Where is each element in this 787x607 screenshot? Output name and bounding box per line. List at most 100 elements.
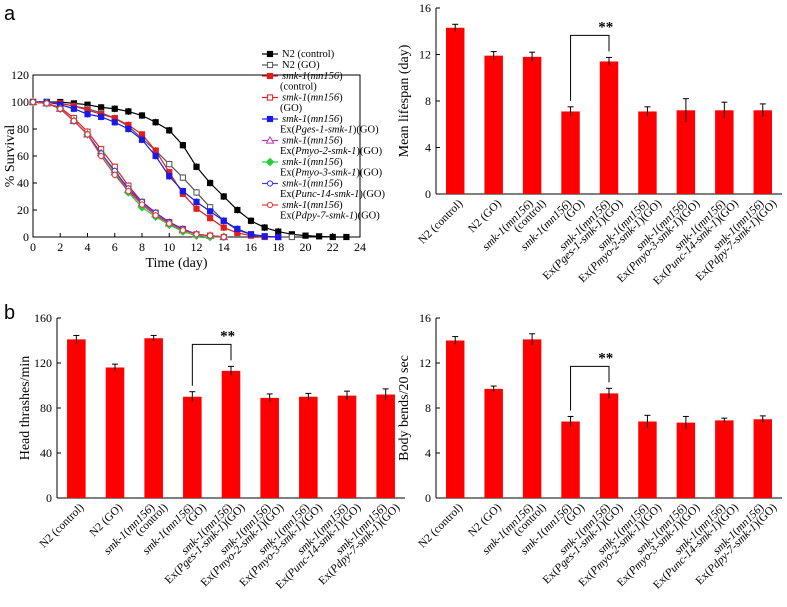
legend-label: N2 (control) xyxy=(282,49,335,60)
data-point xyxy=(152,119,159,126)
legend-marker xyxy=(265,157,275,167)
data-point xyxy=(152,147,159,154)
y-tick-label: 40 xyxy=(17,176,29,190)
bracket-line xyxy=(570,365,610,411)
bar xyxy=(522,56,542,195)
y-tick-label: 40 xyxy=(40,446,52,460)
legend-item: smk-1(mn156)(GO) xyxy=(262,93,343,114)
legend: N2 (control)N2 (GO)smk-1(mn156)(control)… xyxy=(262,49,385,222)
bar xyxy=(599,61,619,194)
y-tick-label: 12 xyxy=(419,356,431,370)
bar xyxy=(484,55,503,194)
data-point xyxy=(179,188,186,195)
data-point xyxy=(275,228,282,235)
panel-letter-b: b xyxy=(4,302,15,324)
data-point xyxy=(329,233,336,241)
x-tick-label: 8 xyxy=(139,240,145,254)
y-tick-label: 80 xyxy=(17,122,29,136)
bracket-line xyxy=(191,343,232,386)
y-tick-label: 120 xyxy=(11,68,29,82)
bar xyxy=(753,419,773,498)
x-tick-label: 2 xyxy=(57,240,63,254)
x-tick-label: 10 xyxy=(163,240,175,254)
bracket-line xyxy=(570,34,610,101)
data-point xyxy=(152,212,159,219)
data-point xyxy=(207,208,214,215)
y-tick-label: 100 xyxy=(11,95,29,109)
data-point xyxy=(234,225,241,233)
data-point xyxy=(288,233,295,241)
panel-letter-a: a xyxy=(4,3,16,25)
data-point xyxy=(193,163,200,170)
legend-marker xyxy=(266,180,274,187)
bar xyxy=(522,339,542,498)
y-axis-label: Body bends/20 sec xyxy=(397,355,412,461)
data-point xyxy=(29,98,37,106)
significance-label: ** xyxy=(598,350,613,366)
data-point xyxy=(261,233,268,240)
y-axis-label: Head thrashes/min xyxy=(18,356,33,461)
y-axis-label: Mean lifespan (day) xyxy=(397,44,412,157)
y-tick-label: 20 xyxy=(17,203,29,217)
x-category-label: N2 (control) xyxy=(416,502,465,551)
bar xyxy=(676,422,696,498)
bar xyxy=(67,339,86,498)
data-point xyxy=(193,189,200,196)
bar xyxy=(715,110,734,194)
y-tick-label: 8 xyxy=(425,94,431,108)
data-point xyxy=(261,224,268,231)
legend-label: (control) xyxy=(280,82,317,93)
data-point xyxy=(179,227,186,234)
legend-marker xyxy=(266,72,274,80)
bar xyxy=(638,111,657,194)
data-point xyxy=(166,161,173,168)
x-tick-label: 0 xyxy=(30,240,36,254)
data-point xyxy=(166,220,173,227)
significance-bracket: ** xyxy=(570,19,613,101)
bar xyxy=(260,397,279,498)
data-point xyxy=(207,232,214,239)
bar xyxy=(445,340,465,498)
bar xyxy=(299,396,318,498)
data-point xyxy=(247,231,255,238)
legend-label: smk-1(mn156) xyxy=(282,136,343,147)
bar xyxy=(484,388,503,498)
data-point xyxy=(207,179,214,187)
data-point xyxy=(43,100,50,107)
bar xyxy=(599,393,619,498)
legend-marker xyxy=(266,94,274,101)
bar xyxy=(715,420,734,498)
x-axis-label: Time (day) xyxy=(145,256,207,271)
legend-item: N2 (control) xyxy=(262,49,335,60)
legend-label: Ex(Pges-1-smk-1)(GO) xyxy=(280,125,379,136)
data-point xyxy=(125,188,132,195)
x-tick-label: 12 xyxy=(191,240,203,254)
legend-item: smk-1(mn156)Ex(Pges-1-smk-1)(GO) xyxy=(262,114,379,136)
legend-item: smk-1(mn156)Ex(Pdpy-7-smk-1)(GO) xyxy=(262,200,380,222)
bar xyxy=(221,370,241,498)
legend-label: smk-1(mn156) xyxy=(282,93,343,104)
legend-label: (GO) xyxy=(280,103,303,114)
legend-label: smk-1(mn156) xyxy=(282,71,343,82)
data-point xyxy=(152,152,159,160)
data-point xyxy=(111,171,118,178)
y-tick-label: 0 xyxy=(425,491,431,505)
y-tick-label: 60 xyxy=(17,149,29,163)
bar xyxy=(753,110,773,194)
data-point xyxy=(166,127,173,134)
data-point xyxy=(138,131,146,138)
data-point xyxy=(302,232,309,239)
y-tick-label: 160 xyxy=(34,311,52,325)
series-8 xyxy=(29,98,227,241)
data-point xyxy=(220,217,227,224)
y-tick-label: 8 xyxy=(425,401,431,415)
data-point xyxy=(275,233,282,241)
data-point xyxy=(84,111,91,118)
data-point xyxy=(111,105,118,112)
x-category-label: N2 (control) xyxy=(416,198,465,247)
data-point xyxy=(138,201,146,208)
data-point xyxy=(247,217,255,224)
